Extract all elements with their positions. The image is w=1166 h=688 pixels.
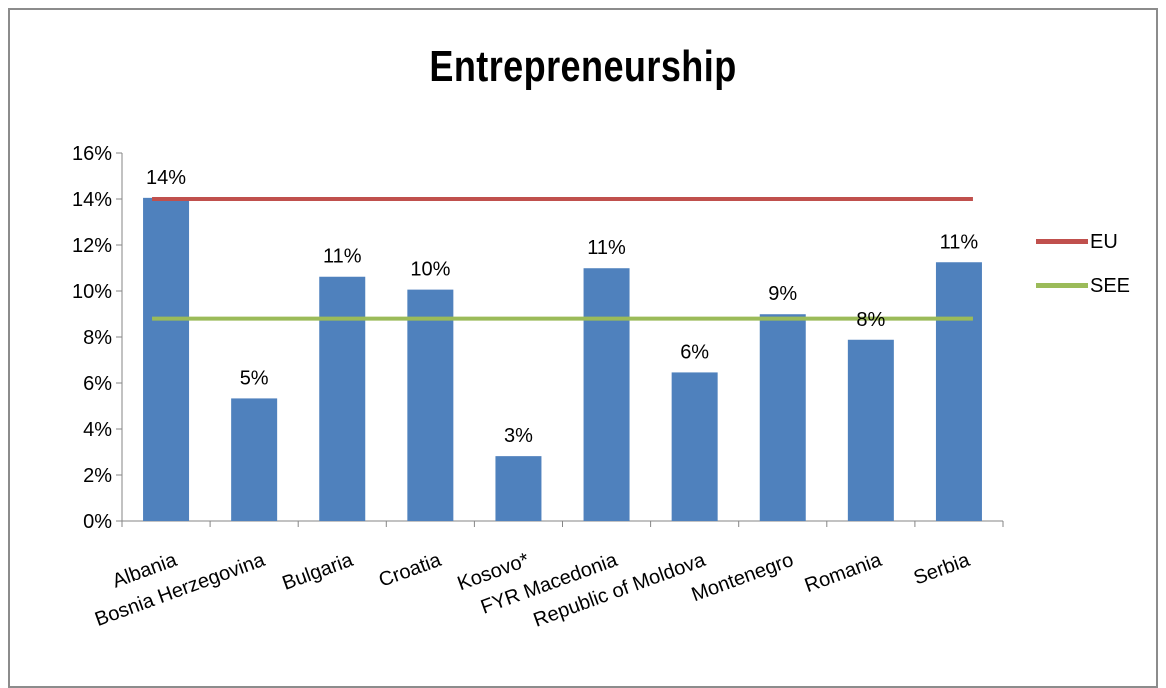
reference-lines <box>152 197 973 321</box>
y-tick-label: 14% <box>72 189 112 211</box>
y-tick-label: 8% <box>83 327 112 349</box>
data-label-bosnia-herzegovina: 5% <box>240 367 269 389</box>
y-tick-label: 12% <box>72 235 112 257</box>
legend-label-eu: EU <box>1090 231 1118 253</box>
legend-swatch-see <box>1036 283 1088 288</box>
bar-republic-of-moldova <box>671 372 718 521</box>
category-label-romania: Romania <box>802 549 886 597</box>
data-label-croatia: 10% <box>410 259 450 281</box>
y-tick-label: 2% <box>83 465 112 487</box>
bar-albania <box>143 197 190 521</box>
bar-romania <box>847 339 894 521</box>
chart-bars <box>143 197 982 521</box>
data-label-kosovo: 3% <box>504 425 533 447</box>
data-label-albania: 14% <box>146 167 186 189</box>
y-tick-label: 4% <box>83 419 112 441</box>
bar-serbia <box>935 262 982 521</box>
data-label-serbia: 11% <box>940 231 979 253</box>
category-label-croatia: Croatia <box>376 549 445 592</box>
category-label-serbia: Serbia <box>911 549 974 590</box>
bar-bosnia-herzegovina <box>231 398 278 521</box>
category-label-montenegro: Montenegro <box>689 549 797 606</box>
bar-fyr-macedonia <box>583 268 630 521</box>
legend-swatch-eu <box>1036 239 1088 244</box>
bar-kosovo <box>495 456 542 521</box>
data-label-fyr-macedonia: 11% <box>587 237 626 259</box>
bar-montenegro <box>759 314 806 521</box>
data-label-romania: 8% <box>856 309 885 331</box>
y-tick-label: 16% <box>72 143 112 165</box>
y-tick-label: 10% <box>72 281 112 303</box>
data-label-montenegro: 9% <box>768 283 797 305</box>
bar-croatia <box>407 289 454 521</box>
y-tick-label: 0% <box>83 511 112 533</box>
legend-label-see: SEE <box>1090 275 1131 297</box>
y-tick-label: 6% <box>83 373 112 395</box>
data-label-republic-of-moldova: 6% <box>680 341 709 363</box>
category-label-bulgaria: Bulgaria <box>279 549 356 595</box>
data-label-bulgaria: 11% <box>323 246 362 268</box>
bar-bulgaria <box>319 276 366 521</box>
chart-title: Entrepreneurship <box>429 42 737 91</box>
